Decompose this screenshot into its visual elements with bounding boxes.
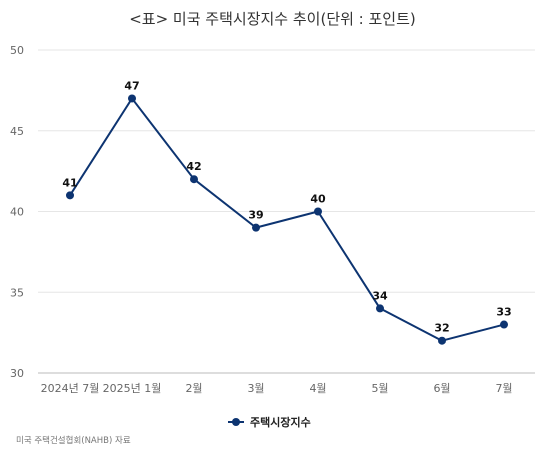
data-point [128, 94, 136, 103]
x-tick-label: 2025년 1월 [103, 382, 162, 395]
x-tick-label: 2024년 7월 [41, 382, 100, 395]
data-label: 34 [372, 289, 388, 302]
x-tick-label: 6월 [433, 382, 450, 395]
data-label: 32 [434, 322, 449, 335]
y-tick-label: 50 [10, 44, 24, 57]
data-label: 39 [248, 209, 263, 222]
y-tick-label: 45 [10, 125, 24, 138]
data-point [252, 223, 260, 232]
x-tick-label: 4월 [309, 382, 326, 395]
data-label: 33 [496, 306, 511, 319]
data-point [438, 336, 446, 345]
data-point [190, 175, 198, 184]
data-label: 47 [124, 79, 139, 92]
legend-marker [232, 418, 240, 426]
legend-label: 주택시장지수 [250, 415, 311, 429]
data-label: 40 [310, 193, 326, 206]
data-point [314, 207, 322, 216]
data-point [376, 304, 384, 313]
chart-title: <표> 미국 주택시장지수 추이(단위 : 포인트) [129, 10, 416, 28]
y-tick-label: 40 [10, 206, 24, 219]
x-tick-label: 3월 [247, 382, 264, 395]
data-label: 42 [186, 160, 201, 173]
x-tick-label: 2월 [185, 382, 202, 395]
x-tick-label: 5월 [371, 382, 388, 395]
data-point [66, 191, 74, 200]
x-tick-label: 7월 [495, 382, 512, 395]
source-note: 미국 주택건설협회(NAHB) 자료 [16, 436, 131, 446]
series-line [69, 97, 505, 342]
data-point [500, 320, 508, 329]
data-label: 41 [62, 176, 77, 189]
y-tick-label: 35 [10, 286, 24, 299]
y-tick-label: 30 [10, 367, 24, 380]
